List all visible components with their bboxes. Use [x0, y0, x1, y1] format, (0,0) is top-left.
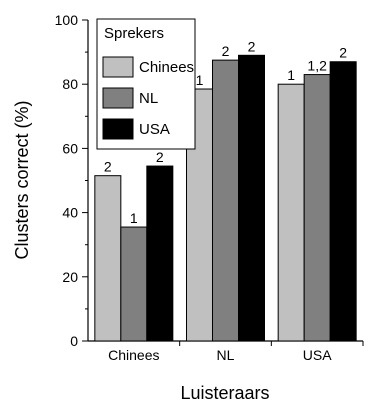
legend-label: Chinees — [139, 59, 194, 76]
bar-data-label: 1 — [287, 67, 295, 83]
bar-usa-chinees — [146, 165, 174, 342]
bar-nl-nl — [212, 59, 239, 342]
x-axis-title: Luisteraars — [180, 383, 269, 403]
bar-data-label: 2 — [104, 159, 112, 175]
legend-label: NL — [139, 90, 158, 107]
bar-nl-chinees — [120, 226, 148, 342]
data-labels-layer: 2 1 2 1 2 2 1 1,2 2 — [104, 38, 347, 226]
bar-usa-usa — [329, 61, 357, 342]
bar-chinees-usa — [277, 83, 305, 342]
bar-data-label: 2 — [248, 38, 256, 54]
bar-data-label: 2 — [339, 45, 347, 61]
legend-swatch — [102, 87, 134, 109]
axes-layer: 0 20 40 60 80 100 Chinees NL USA — [55, 12, 364, 363]
legend-label: USA — [139, 121, 170, 138]
bar-nl-usa — [303, 74, 331, 342]
bar-data-label: 2 — [156, 149, 164, 165]
y-tick-label: 100 — [55, 12, 79, 28]
bar-usa-nl — [238, 54, 265, 342]
bar-data-label: 2 — [222, 43, 230, 59]
legend-swatch — [102, 118, 134, 140]
legend-swatch — [102, 56, 134, 78]
x-tick-label: Chinees — [108, 347, 159, 363]
bar-data-label: 1,2 — [307, 58, 327, 74]
y-axis-title: Clusters correct (%) — [12, 100, 32, 259]
y-tick-label: 40 — [62, 205, 78, 221]
y-tick-label: 0 — [70, 333, 78, 349]
bar-chinees-chinees — [94, 175, 122, 342]
bar-data-label: 1 — [196, 72, 204, 88]
y-tick-label: 80 — [62, 76, 78, 92]
legend-title: Sprekers — [104, 25, 164, 42]
x-tick-label: USA — [303, 347, 332, 363]
bar-data-label: 1 — [130, 210, 138, 226]
legend: Sprekers Chinees NL USA — [96, 18, 196, 150]
bars-layer — [94, 54, 357, 342]
y-tick-label: 20 — [62, 269, 78, 285]
y-tick-label: 60 — [62, 140, 78, 156]
x-tick-label: NL — [217, 347, 235, 363]
